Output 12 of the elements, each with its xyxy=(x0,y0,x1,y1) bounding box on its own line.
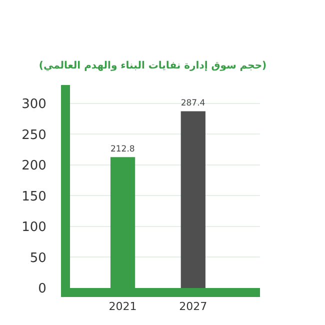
x-tick-label: 2027 xyxy=(179,300,208,314)
y-tick-label: 150 xyxy=(22,189,46,204)
x-tick-label: 2021 xyxy=(108,300,137,314)
y-tick-label: 100 xyxy=(22,220,46,236)
y-tick-label: 200 xyxy=(22,158,46,174)
y-tick-label: 0 xyxy=(38,282,46,297)
y-tick-label: 300 xyxy=(22,97,46,112)
y-tick-label: 50 xyxy=(30,250,46,266)
chart-title: (حجم سوق إدارة نفايات البناء والهدم العالمي) xyxy=(38,60,267,72)
data-label: 287.4 xyxy=(180,98,206,108)
data-label: 212.8 xyxy=(110,144,135,154)
y-tick-label: 250 xyxy=(22,128,46,143)
